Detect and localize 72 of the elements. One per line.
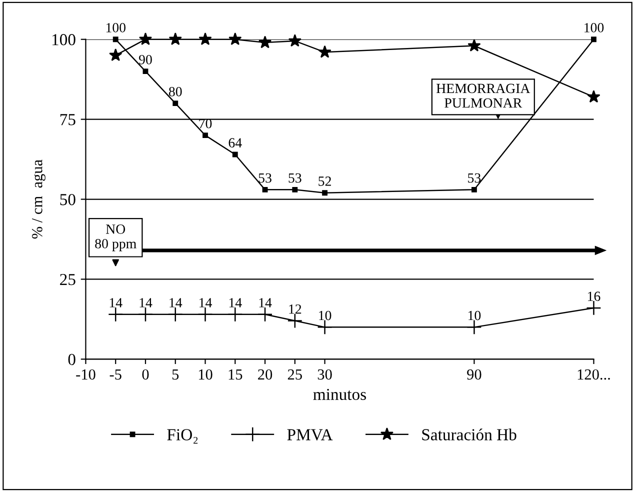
annotation: HEMORRAGIA PULMONAR xyxy=(436,84,530,108)
point xyxy=(287,313,302,328)
data-label: 14 xyxy=(229,298,242,308)
x-tick-label: 90 xyxy=(467,369,482,380)
data-label: 53 xyxy=(288,173,302,183)
data-label: 10 xyxy=(319,310,332,320)
point xyxy=(108,306,124,322)
y-tick-label: 25 xyxy=(60,274,76,286)
data-label: 52 xyxy=(318,176,331,186)
y-tick-label: 100 xyxy=(52,34,76,46)
point xyxy=(468,38,481,52)
y-axis-title: % / cm agua xyxy=(32,160,46,239)
x-tick-label: 20 xyxy=(258,369,272,380)
annotation: NO 80 ppm xyxy=(95,224,136,252)
data-label: 14 xyxy=(170,298,182,308)
point xyxy=(586,300,602,316)
data-label: 64 xyxy=(228,138,242,148)
point xyxy=(258,36,272,48)
point xyxy=(288,34,302,47)
point xyxy=(138,306,154,322)
data-label: 14 xyxy=(110,298,122,308)
data-label: 14 xyxy=(259,298,272,308)
point xyxy=(471,186,477,192)
data-label: 14 xyxy=(140,298,152,308)
data-label: 14 xyxy=(200,298,212,308)
x-tick-label: -5 xyxy=(110,369,122,380)
legend-label: Saturación Hb xyxy=(422,428,516,440)
data-label: 53 xyxy=(258,173,272,183)
point xyxy=(232,152,238,158)
x-tick-label: 5 xyxy=(172,369,179,380)
data-label: 90 xyxy=(138,54,152,64)
data-label: 80 xyxy=(168,86,182,96)
y-tick-label: 0 xyxy=(68,354,76,366)
point xyxy=(292,186,298,192)
point xyxy=(318,45,332,58)
point xyxy=(142,68,148,74)
point xyxy=(198,306,213,322)
y-tick-label: 75 xyxy=(60,114,76,126)
legend-label: FiO₂ xyxy=(167,429,198,444)
point xyxy=(262,186,268,192)
point xyxy=(138,32,152,46)
point xyxy=(587,90,600,103)
x-tick-label: 10 xyxy=(198,369,212,380)
x-tick-label: 120... xyxy=(578,369,610,380)
point xyxy=(228,32,242,46)
legend-label: PMVA xyxy=(287,429,333,440)
x-tick-label: -10 xyxy=(76,369,96,380)
point xyxy=(317,320,332,335)
x-tick-label: 25 xyxy=(288,369,302,380)
y-tick-label: 50 xyxy=(60,194,76,206)
data-label: 100 xyxy=(106,23,126,32)
point xyxy=(109,48,122,62)
x-tick-label: 15 xyxy=(228,369,242,380)
data-label: 100 xyxy=(584,23,604,32)
x-axis-title: minutos xyxy=(313,388,366,400)
data-label: 10 xyxy=(468,310,481,320)
data-label: 16 xyxy=(588,292,600,302)
point xyxy=(168,32,182,46)
point xyxy=(591,36,596,42)
point xyxy=(112,36,118,42)
data-label: 12 xyxy=(289,304,302,314)
point xyxy=(202,132,208,138)
x-tick-label: 30 xyxy=(318,369,332,380)
point xyxy=(172,100,178,106)
point xyxy=(198,32,212,46)
x-tick-label: 0 xyxy=(142,369,149,380)
data-label: 53 xyxy=(468,173,481,183)
point xyxy=(322,190,328,196)
point xyxy=(466,320,482,335)
point xyxy=(168,306,183,322)
point xyxy=(257,306,273,322)
point xyxy=(228,306,243,322)
